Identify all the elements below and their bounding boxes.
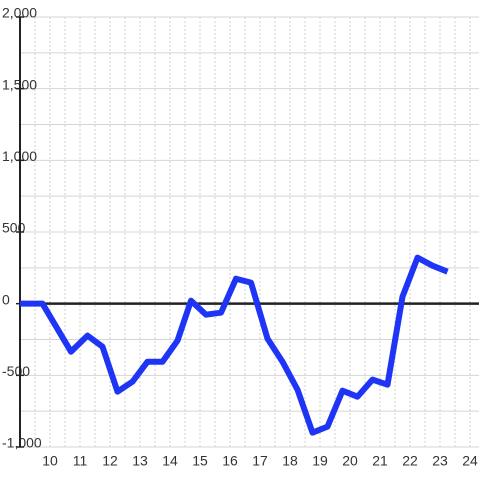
x-tick-label: 10 <box>42 453 58 469</box>
y-tick-label: 2,000 <box>2 5 37 21</box>
x-tick-label: 16 <box>222 453 238 469</box>
line <box>20 254 449 436</box>
y-tick-label: -1,000 <box>2 435 42 451</box>
y-tick-label: 500 <box>2 220 26 236</box>
x-tick-label: 20 <box>342 453 358 469</box>
x-tick-label: 17 <box>252 453 268 469</box>
x-tick-label: 14 <box>162 453 178 469</box>
x-tick-label: 23 <box>432 453 448 469</box>
x-tick-label: 15 <box>192 453 208 469</box>
x-tick-label: 11 <box>73 453 88 469</box>
x-tick-label: 22 <box>402 453 418 469</box>
x-tick-label: 24 <box>462 453 478 469</box>
x-tick-label: 19 <box>312 453 328 469</box>
y-tick-label: 0 <box>2 291 10 307</box>
x-tick-label: 18 <box>282 453 298 469</box>
y-tick-label: -500 <box>2 363 30 379</box>
x-tick-label: 21 <box>372 453 388 469</box>
x-tick-label: 13 <box>132 453 148 469</box>
x-tick-label: 12 <box>102 453 118 469</box>
